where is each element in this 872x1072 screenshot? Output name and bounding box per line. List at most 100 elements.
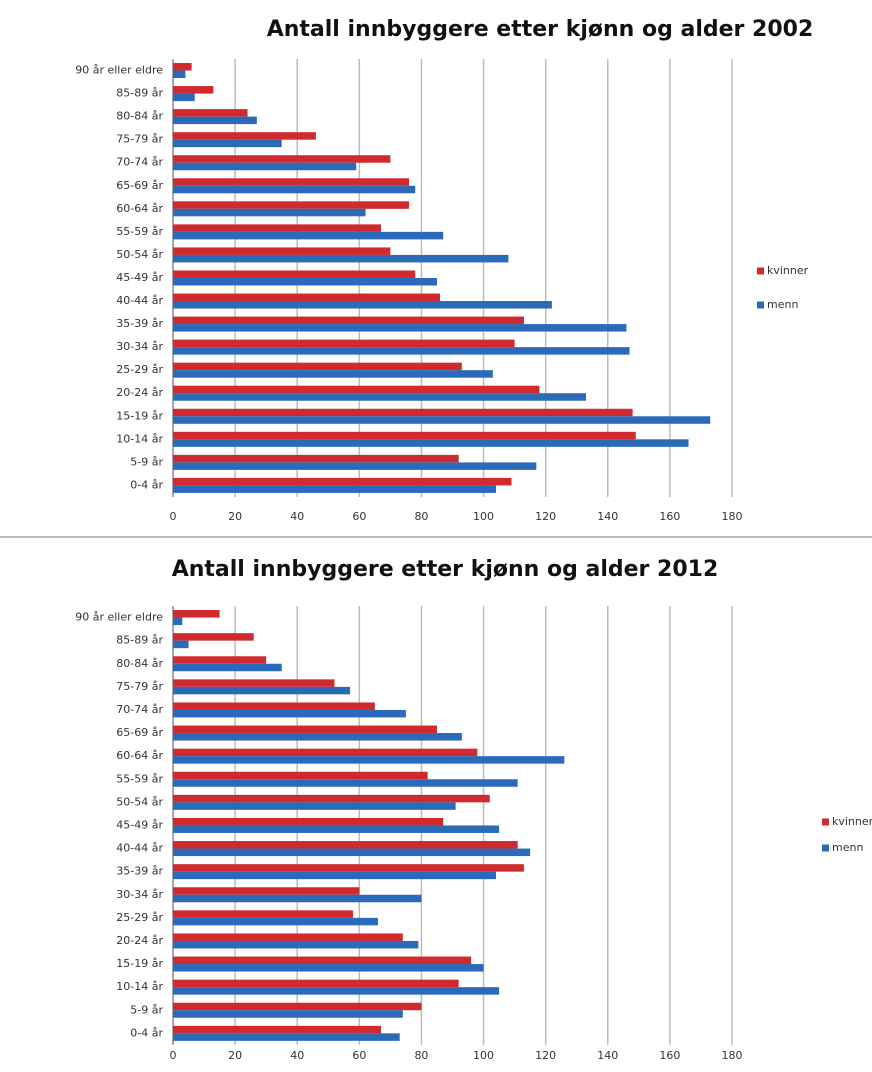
x-tick-label: 160	[659, 1049, 680, 1062]
bar	[173, 964, 484, 972]
bar	[173, 208, 366, 217]
y-tick-label: 20-24 år	[116, 934, 163, 947]
y-tick-label: 60-64 år	[116, 202, 163, 215]
bar	[173, 748, 478, 757]
y-tick-label: 25-29 år	[116, 911, 163, 924]
bar	[173, 462, 537, 470]
bar	[173, 771, 428, 780]
bar	[173, 370, 493, 378]
bar	[173, 139, 282, 148]
y-tick-label: 80-84 år	[116, 657, 163, 670]
chart-title: Antall innbyggere etter kjønn og alder 2…	[267, 17, 814, 42]
bar	[173, 454, 459, 463]
bar	[173, 956, 472, 965]
bar	[173, 887, 360, 895]
bar	[173, 725, 437, 734]
chart: Antall innbyggere etter kjønn og alder 2…	[75, 17, 813, 523]
bar	[173, 63, 192, 71]
y-tick-label: 85-89 år	[116, 634, 163, 647]
legend-label: menn	[832, 841, 863, 854]
bar	[173, 116, 257, 125]
y-tick-label: 5-9 år	[130, 455, 163, 468]
x-tick-label: 160	[659, 510, 680, 523]
bar	[173, 933, 403, 941]
bar	[173, 987, 500, 995]
x-tick-label: 100	[473, 510, 494, 523]
y-tick-label: 85-89 år	[116, 87, 163, 100]
y-tick-label: 90 år eller eldre	[75, 611, 163, 624]
x-tick-label: 80	[414, 510, 428, 523]
y-tick-label: 80-84 år	[116, 110, 163, 123]
bar	[173, 316, 524, 325]
y-tick-label: 50-54 år	[116, 795, 163, 808]
bar	[173, 185, 416, 194]
bar	[173, 277, 437, 286]
y-tick-label: 45-49 år	[116, 271, 163, 284]
bar	[173, 270, 416, 278]
bar	[173, 86, 214, 94]
legend-swatch	[757, 267, 764, 275]
x-tick-label: 140	[597, 510, 618, 523]
x-tick-label: 100	[473, 1049, 494, 1062]
bar	[173, 132, 316, 140]
bar	[173, 393, 587, 401]
bar	[173, 940, 419, 949]
bar	[173, 1002, 422, 1011]
bar	[173, 1010, 403, 1018]
x-tick-label: 140	[597, 1049, 618, 1062]
bar	[173, 633, 254, 641]
bar	[173, 155, 391, 163]
legend-swatch	[822, 818, 829, 826]
bar	[173, 231, 444, 240]
bar	[173, 247, 391, 255]
legend-label: menn	[767, 298, 798, 311]
bar	[173, 917, 378, 926]
y-tick-label: 35-39 år	[116, 865, 163, 878]
bar	[173, 825, 500, 833]
legend-label: kvinner	[767, 264, 809, 277]
x-tick-label: 20	[228, 1049, 242, 1062]
bar	[173, 1025, 382, 1034]
y-tick-label: 35-39 år	[116, 317, 163, 330]
bar	[173, 617, 183, 626]
bar	[173, 894, 422, 903]
y-tick-label: 75-79 år	[116, 680, 163, 693]
x-tick-label: 120	[535, 1049, 556, 1062]
bar	[173, 362, 462, 371]
y-tick-label: 60-64 år	[116, 749, 163, 762]
y-tick-label: 10-14 år	[116, 980, 163, 993]
legend-swatch	[822, 844, 829, 852]
bar	[173, 224, 382, 232]
x-tick-label: 80	[414, 1049, 428, 1062]
x-tick-label: 60	[352, 1049, 366, 1062]
bar	[173, 656, 267, 664]
bar	[173, 408, 633, 417]
bar	[173, 477, 512, 486]
y-tick-label: 15-19 år	[116, 957, 163, 970]
x-tick-label: 60	[352, 510, 366, 523]
x-tick-label: 20	[228, 510, 242, 523]
bar	[173, 439, 689, 447]
bar	[173, 702, 375, 710]
bar	[173, 70, 186, 79]
x-tick-label: 120	[535, 510, 556, 523]
y-tick-label: 45-49 år	[116, 818, 163, 831]
x-tick-label: 180	[722, 510, 743, 523]
y-tick-label: 55-59 år	[116, 772, 163, 785]
bar	[173, 416, 711, 424]
bar	[173, 162, 357, 171]
y-tick-label: 25-29 år	[116, 363, 163, 376]
chart: Antall innbyggere etter kjønn og alder 2…	[75, 557, 872, 1062]
y-tick-label: 70-74 år	[116, 703, 163, 716]
y-tick-label: 40-44 år	[116, 842, 163, 855]
y-tick-label: 0-4 år	[130, 478, 163, 491]
y-tick-label: 55-59 år	[116, 225, 163, 238]
bar	[173, 864, 524, 872]
y-tick-label: 15-19 år	[116, 409, 163, 422]
bar	[173, 201, 410, 209]
bar	[173, 254, 509, 263]
legend-swatch	[757, 301, 764, 309]
y-tick-label: 75-79 år	[116, 133, 163, 146]
x-tick-label: 40	[290, 1049, 304, 1062]
bar	[173, 640, 189, 649]
